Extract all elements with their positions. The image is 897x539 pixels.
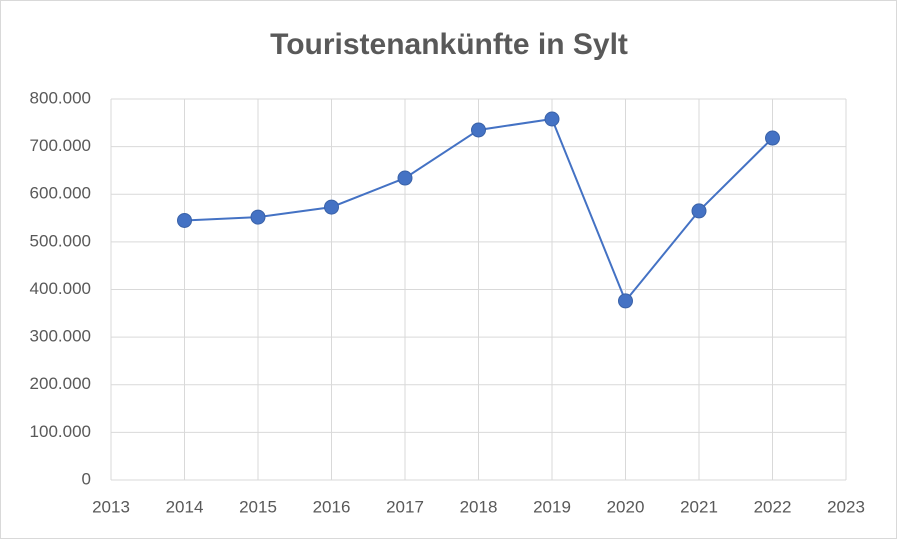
chart-title: Touristenankünfte in Sylt (270, 28, 628, 61)
x-tick-label: 2023 (827, 497, 865, 516)
y-tick-label: 400.000 (30, 279, 91, 298)
y-tick-label: 200.000 (30, 374, 91, 393)
x-tick-label: 2022 (754, 497, 792, 516)
y-tick-label: 700.000 (30, 136, 91, 155)
x-tick-label: 2017 (386, 497, 424, 516)
y-tick-label: 300.000 (30, 327, 91, 346)
y-tick-label: 100.000 (30, 422, 91, 441)
y-tick-label: 600.000 (30, 184, 91, 203)
x-tick-label: 2015 (239, 497, 277, 516)
marker (250, 209, 266, 225)
x-tick-label: 2019 (533, 497, 571, 516)
marker (618, 293, 633, 309)
x-tick-label: 2013 (92, 497, 130, 516)
marker (765, 130, 780, 146)
marker (177, 212, 192, 228)
y-tick-label: 500.000 (30, 231, 91, 250)
marker (397, 170, 413, 186)
x-tick-label: 2016 (313, 497, 351, 516)
marker (324, 199, 339, 215)
marker (471, 122, 486, 138)
marker (544, 111, 560, 127)
y-tick-label: 0 (82, 469, 91, 488)
x-tick-label: 2021 (680, 497, 718, 516)
x-tick-label: 2014 (166, 497, 204, 516)
x-tick-label: 2020 (607, 497, 645, 516)
x-tick-label: 2018 (460, 497, 498, 516)
marker (691, 203, 707, 219)
y-tick-label: 800.000 (30, 88, 91, 107)
